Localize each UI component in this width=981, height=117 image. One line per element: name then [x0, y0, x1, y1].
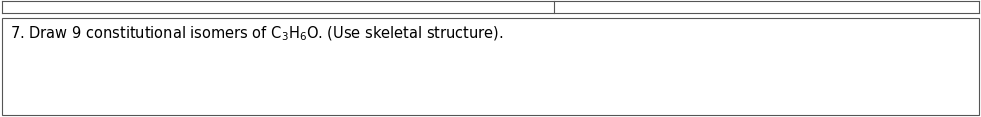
Bar — [2, 18, 979, 115]
Text: 7. Draw 9 constitutional isomers of $\mathregular{C_3H_6O}$. (Use skeletal struc: 7. Draw 9 constitutional isomers of $\ma… — [10, 25, 503, 43]
